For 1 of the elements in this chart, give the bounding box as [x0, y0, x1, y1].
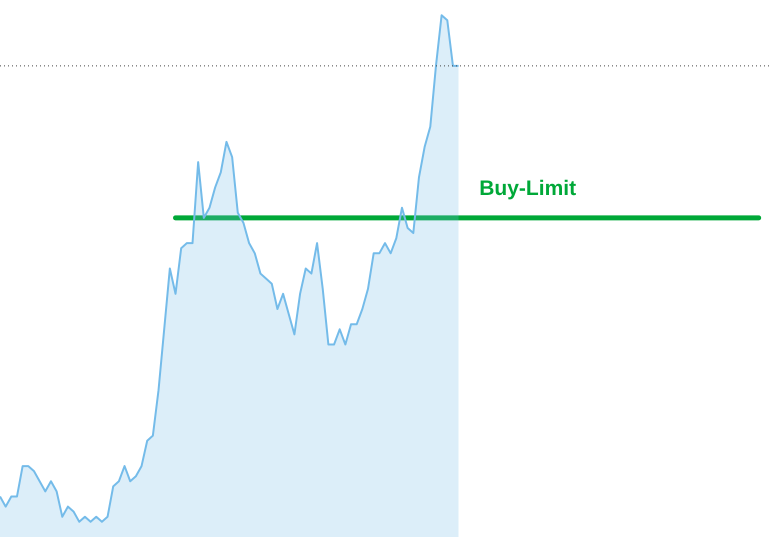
series-label: Buy-Limit — [479, 177, 576, 200]
